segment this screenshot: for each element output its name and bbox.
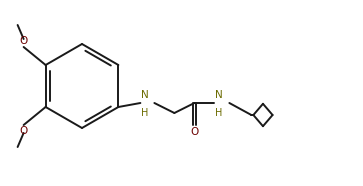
Text: N: N (215, 90, 223, 100)
Text: N: N (141, 90, 149, 100)
Text: H: H (141, 108, 149, 118)
Text: O: O (190, 127, 199, 137)
Text: O: O (20, 36, 28, 46)
Text: O: O (20, 126, 28, 136)
Text: H: H (215, 108, 223, 118)
